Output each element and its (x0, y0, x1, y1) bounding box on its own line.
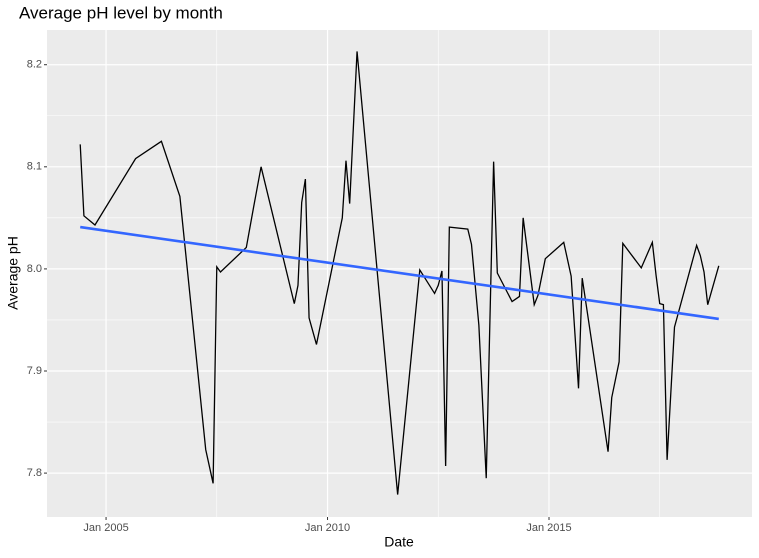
y-tick-label: 7.9 (27, 365, 42, 377)
x-axis-label: Date (384, 534, 414, 550)
trend-line (80, 225, 719, 321)
y-axis-label: Average pH (5, 236, 21, 310)
chart-title: Average pH level by month (19, 3, 223, 22)
y-tick-label: 8.1 (27, 161, 42, 173)
x-tick-label: Jan 2010 (305, 522, 350, 534)
y-tick-label: 8.0 (27, 263, 42, 275)
y-tick-label: 8.2 (27, 59, 42, 71)
x-tick-label: Jan 2005 (83, 522, 128, 534)
x-tick-label: Jan 2015 (526, 522, 571, 534)
data-line (79, 51, 720, 495)
y-tick-label: 7.8 (27, 467, 42, 479)
